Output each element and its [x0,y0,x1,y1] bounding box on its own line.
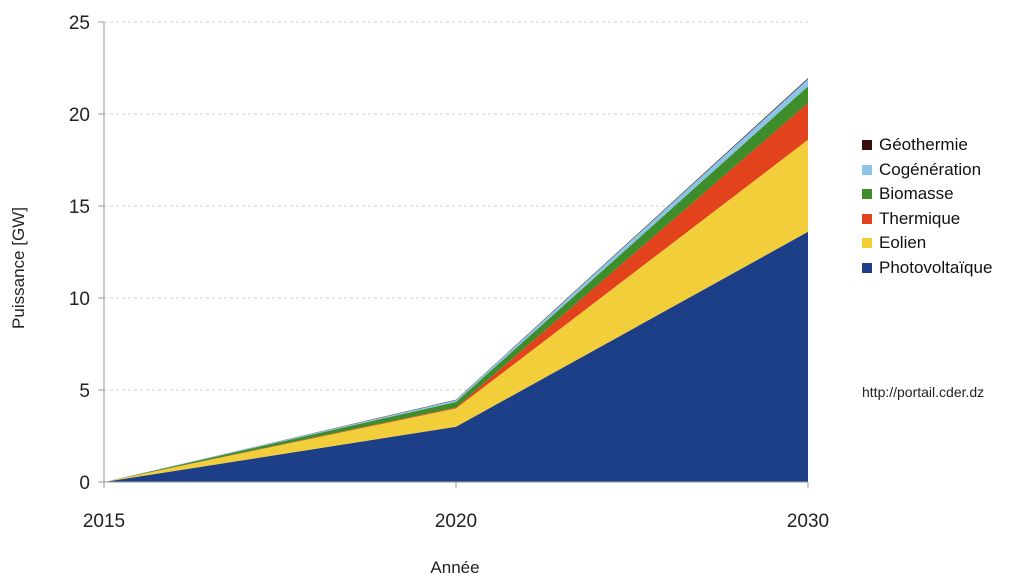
legend-swatch [862,262,872,273]
x-tick-label: 2030 [787,511,829,532]
legend-label: Cogénération [879,159,982,179]
legend-label: Photovoltaïque [879,257,993,277]
legend-swatch [862,189,872,200]
y-tick-label: 5 [79,381,90,402]
legend-swatch [862,238,872,249]
source-url: http://portail.cder.dz [862,384,985,400]
stacked-areas [104,78,808,483]
y-tick-labels: 0 5 10 15 20 25 [69,13,90,494]
y-tick-label: 0 [79,473,90,494]
legend-swatch [862,213,872,224]
y-tick-label: 20 [69,105,90,126]
legend-label: Géothermie [879,135,968,155]
legend-item: Cogénération [862,158,992,183]
legend-item: Géothermie [862,133,992,158]
y-tick-label: 25 [69,13,90,34]
x-tick-labels: 2015 2020 2030 [83,511,829,532]
area-eolien [104,139,808,482]
legend-item: Thermique [862,207,992,232]
area-photovoltaïque [104,231,808,482]
legend-swatch [862,140,872,151]
y-axis-title: Puissance [GW] [9,207,28,329]
legend-label: Eolien [879,233,927,253]
legend-label: Thermique [879,208,961,228]
y-tick-label: 10 [69,289,90,310]
x-tick-label: 2020 [435,511,477,532]
x-tick-label: 2015 [83,511,125,532]
legend-item: Eolien [862,231,992,256]
x-axis-title: Année [430,558,479,577]
legend: Géothermie Cogénération Biomasse Thermique E… [862,133,992,280]
legend-swatch [862,164,872,175]
y-tick-label: 15 [69,197,90,218]
area-cogénération [104,79,808,482]
legend-label: Biomasse [879,184,954,204]
area-biomasse [104,86,808,483]
legend-item: Biomasse [862,182,992,207]
legend-item: Photovoltaïque [862,256,992,281]
axes [98,21,809,488]
